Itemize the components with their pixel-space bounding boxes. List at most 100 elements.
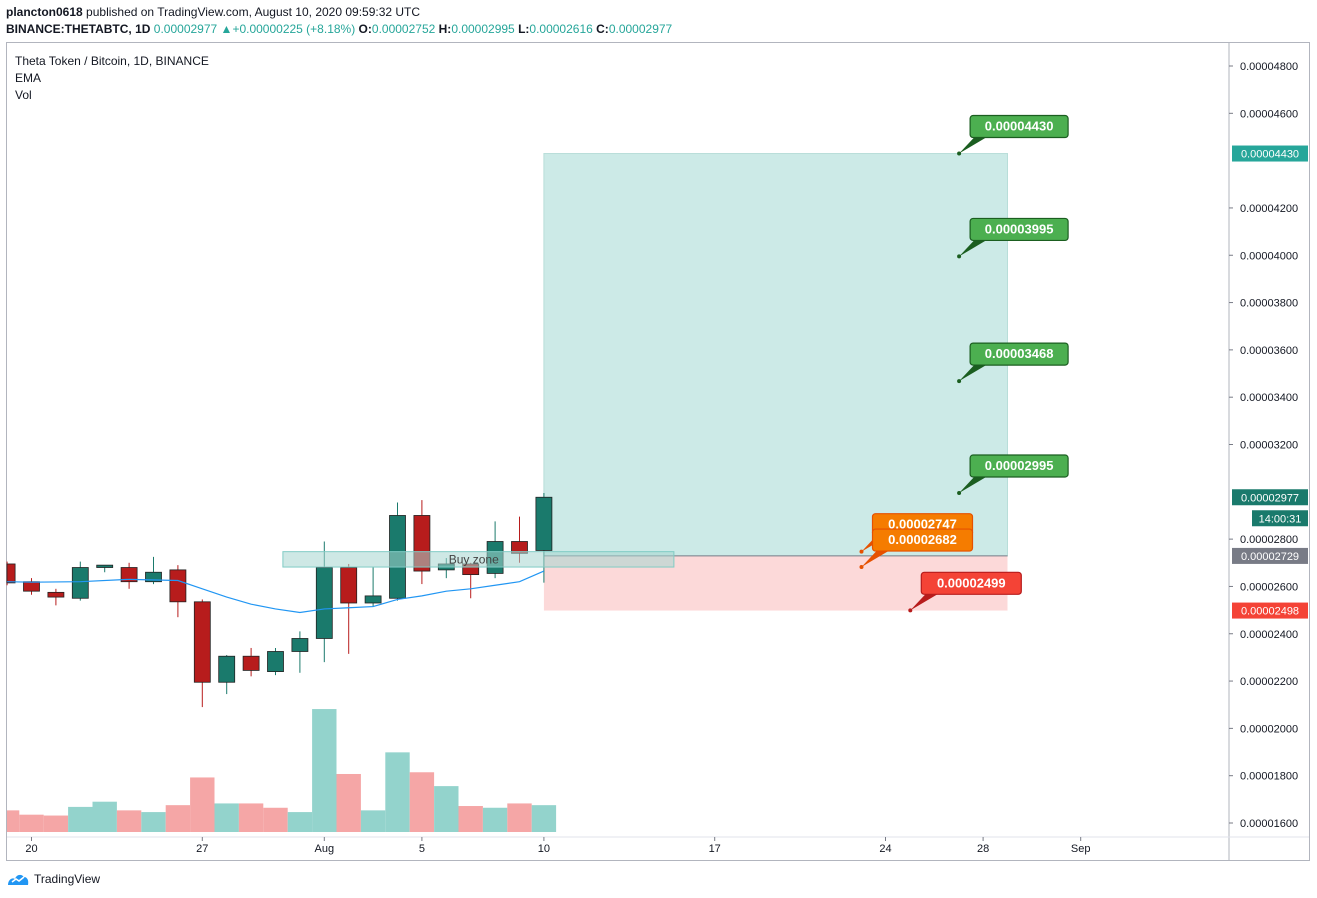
y-tick-label-11: 0.00002200 (1240, 676, 1298, 688)
legend-vol[interactable]: Vol (15, 88, 32, 102)
callout-box-5 (871, 528, 974, 552)
candle-body-6 (145, 571, 162, 583)
volume-bar-5 (116, 810, 142, 832)
buy-zone-box (282, 551, 675, 568)
volume-bar-16 (385, 752, 410, 832)
volume-bar-22 (531, 805, 557, 832)
volume-bar-1 (19, 814, 44, 832)
callout-pointer-0 (959, 137, 987, 154)
publish-info: plancton0618 published on TradingView.co… (6, 5, 420, 19)
callout-text-1: 0.00003995 (985, 221, 1054, 236)
y-tick-label-5: 0.00003600 (1240, 345, 1298, 357)
x-tick-label-6: 24 (879, 843, 891, 855)
volume-bar-3 (68, 806, 93, 832)
axis-badge-text-1: 0.00002977 (1241, 492, 1299, 504)
volume-bar-6 (141, 812, 166, 832)
candles (6, 492, 553, 708)
candle-body-12 (291, 638, 309, 652)
open-value: 0.00002752 (371, 22, 436, 36)
axis-badge-text-3: 0.00002729 (1241, 551, 1299, 563)
legend-ema[interactable]: EMA (15, 71, 42, 85)
axis-badge-1: 0.00002977 (1232, 489, 1308, 506)
y-tick-label-4: 0.00003800 (1240, 298, 1298, 310)
legend-title: Theta Token / Bitcoin, 1D, BINANCE (15, 54, 209, 68)
y-tick-label-6: 0.00003400 (1240, 392, 1298, 404)
y-tick-label-13: 0.00001800 (1240, 771, 1298, 783)
candle-body-7 (169, 569, 187, 603)
volume-bar-2 (43, 815, 69, 832)
y-tick-label-14: 0.00001600 (1240, 818, 1298, 830)
callout-box-0 (969, 114, 1069, 139)
volume-bar-12 (287, 812, 313, 832)
callout-box-6 (920, 571, 1022, 595)
candle-body-1 (23, 581, 40, 592)
volume-bar-4 (92, 801, 117, 832)
axis-badge-text-4: 0.00002498 (1241, 606, 1299, 618)
axis-badge-0: 0.00004430 (1232, 145, 1308, 162)
volume-bars (7, 709, 557, 832)
callout-anchor-1 (957, 254, 962, 259)
callout-text-3: 0.00002995 (985, 458, 1054, 473)
chart-frame (6, 42, 1310, 861)
symbol-ohlc-bar: BINANCE:THETABTC, 1D 0.00002977 ▲+0.0000… (6, 22, 672, 36)
callout-pointer-1 (959, 240, 987, 257)
candle-body-11 (267, 651, 284, 673)
callout-text-4: 0.00002747 (888, 517, 957, 532)
axis-badge-box-1 (1232, 489, 1308, 506)
y-tick-label-9: 0.00002600 (1240, 581, 1298, 593)
tradingview-brand[interactable]: TradingView (6, 871, 100, 887)
callout-text-6: 0.00002499 (937, 575, 1006, 590)
symbol-name: BINANCE:THETABTC, 1D (6, 22, 151, 36)
close-label: C: (596, 22, 609, 36)
y-tick-label-8: 0.00002800 (1240, 534, 1298, 546)
low-label: L: (518, 22, 530, 36)
callout-text-5: 0.00002682 (888, 532, 957, 547)
target-zone (543, 153, 1009, 557)
callout-pointer-6 (910, 594, 938, 611)
volume-bar-9 (214, 803, 239, 832)
x-tick-label-7: 28 (977, 843, 989, 855)
high-label: H: (438, 22, 452, 36)
callout-target-3: 0.00002995 (957, 454, 1069, 495)
high-value: 0.00002995 (451, 22, 515, 36)
publish-date: published on TradingView.com, August 10,… (86, 5, 421, 19)
callout-box-2 (969, 342, 1069, 366)
candle-body-15 (364, 595, 382, 604)
volume-bar-10 (238, 803, 264, 832)
axis-badge-2: 14:00:31 (1252, 510, 1308, 527)
volume-bar-21 (507, 803, 532, 832)
x-tick-label-4: 10 (538, 843, 550, 855)
callout-target-2: 0.00003468 (957, 342, 1069, 384)
axis-badge-4: 0.00002498 (1232, 602, 1308, 619)
volume-bar-18 (434, 786, 459, 832)
chart-legend: Theta Token / Bitcoin, 1D, BINANCE EMA V… (15, 53, 209, 104)
callout-box-1 (969, 217, 1069, 242)
close-value: 0.00002977 (608, 22, 673, 36)
ema-series (7, 570, 545, 614)
callout-stop-6: 0.00002499 (908, 571, 1022, 613)
candle-body-9 (218, 655, 236, 683)
candle-body-13 (315, 567, 333, 639)
callout-box-3 (969, 454, 1069, 478)
axis-badge-box-2 (1252, 510, 1308, 527)
axis-badge-box-4 (1232, 602, 1308, 619)
x-tick-label-2: Aug (315, 843, 335, 855)
callout-text-0: 0.00004430 (985, 119, 1054, 134)
candle-body-4 (96, 564, 114, 568)
x-tick-label-0: 20 (25, 843, 37, 855)
y-tick-label-12: 0.00002000 (1240, 723, 1298, 735)
y-tick-label-7: 0.00003200 (1240, 440, 1298, 452)
volume-bar-15 (360, 810, 386, 832)
x-tick-label-8: Sep (1071, 843, 1091, 855)
axis-badge-text-2: 14:00:31 (1259, 513, 1302, 525)
candle-body-8 (193, 601, 211, 683)
publisher-username[interactable]: plancton0618 (6, 5, 83, 19)
ema-line (7, 570, 545, 614)
axis-badge-text-0: 0.00004430 (1241, 149, 1299, 161)
axis-badge-box-0 (1232, 145, 1308, 162)
candle-body-14 (340, 567, 358, 604)
x-tick-label-5: 17 (709, 843, 721, 855)
volume-bar-14 (336, 773, 361, 832)
candle-body-0 (6, 563, 16, 584)
